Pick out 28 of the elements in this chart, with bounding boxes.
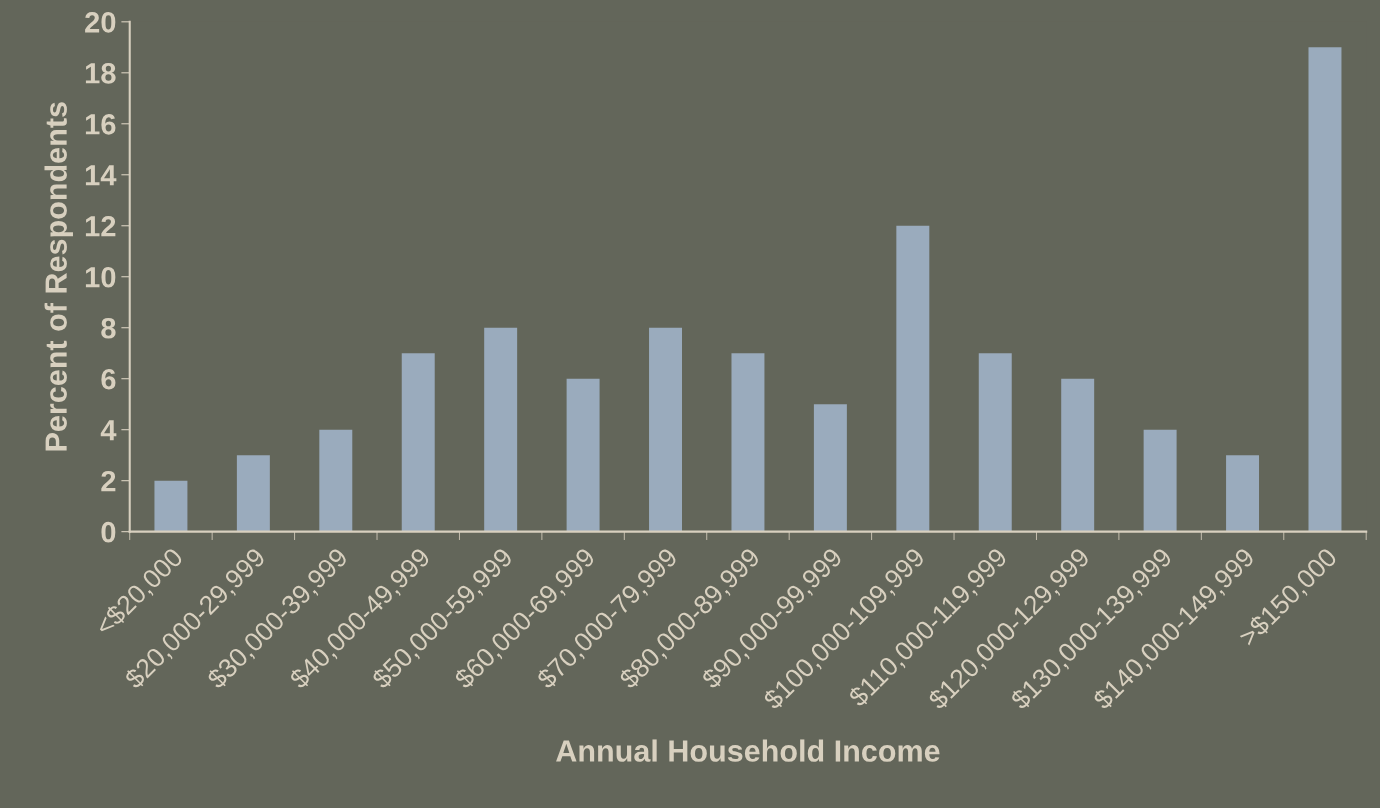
bar xyxy=(813,404,847,532)
bar xyxy=(1226,455,1260,532)
bar xyxy=(1308,47,1342,532)
y-tick-label: 20 xyxy=(85,12,116,33)
y-tick-label: 4 xyxy=(100,420,117,441)
y-tick-label: 14 xyxy=(85,165,117,186)
bar xyxy=(236,455,270,532)
bar xyxy=(484,327,518,532)
y-tick-label: 12 xyxy=(85,215,116,237)
bar xyxy=(731,353,765,532)
x-axis-title: Annual Household Income xyxy=(556,739,940,762)
y-tick-label: 18 xyxy=(85,63,116,84)
y-axis-title: Percent of Respondents xyxy=(44,102,73,451)
bar xyxy=(566,378,600,532)
y-tick-label: 10 xyxy=(85,266,116,288)
bar xyxy=(319,429,353,532)
bar xyxy=(649,327,683,532)
y-tick-label: 2 xyxy=(101,470,116,492)
y-tick-label: 16 xyxy=(85,113,116,135)
bar xyxy=(154,480,188,532)
y-tick-label: 0 xyxy=(101,521,116,543)
bar xyxy=(1143,429,1177,532)
bar xyxy=(1061,378,1095,532)
bar xyxy=(978,353,1012,532)
bar xyxy=(401,353,435,532)
y-tick-label: 8 xyxy=(101,317,116,339)
y-tick-label: 6 xyxy=(101,368,116,390)
bar xyxy=(896,225,930,532)
